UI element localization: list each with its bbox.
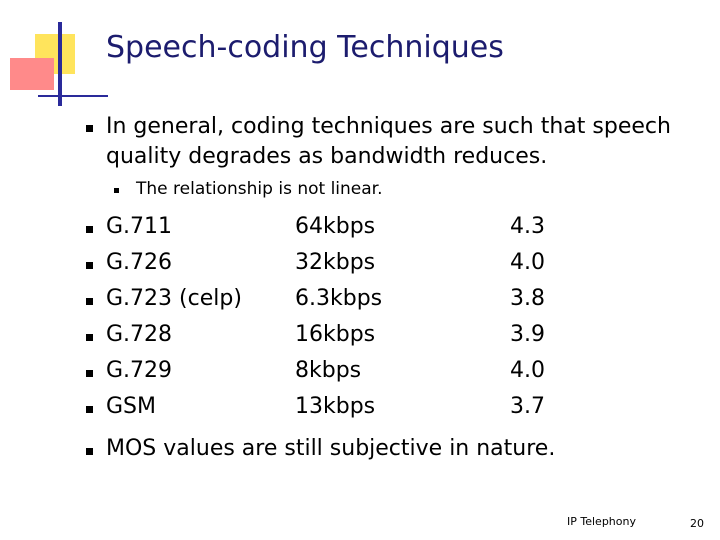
sub-bullet <box>114 188 119 193</box>
bitrate-cell: 6.3kbps <box>295 286 383 311</box>
mos-cell: 3.7 <box>510 394 545 419</box>
codec-cell: GSM <box>106 394 156 419</box>
bitrate-cell: 8kbps <box>295 358 362 383</box>
bitrate-cell: 64kbps <box>295 214 376 239</box>
intro-text: In general, coding techniques are such t… <box>106 114 671 169</box>
slide-title: Speech-coding Techniques <box>106 30 504 65</box>
bitrate-cell: 13kbps <box>295 394 376 419</box>
deco-red <box>10 58 54 90</box>
deco-vline <box>58 22 62 106</box>
deco-hline <box>38 95 108 97</box>
page-number: 20 <box>690 517 704 530</box>
codec-cell: G.728 <box>106 322 173 347</box>
bitrate-cell: 16kbps <box>295 322 376 347</box>
bullet <box>86 226 93 233</box>
bullet <box>86 406 93 413</box>
bullet <box>86 298 93 305</box>
codec-cell: G.711 <box>106 214 173 239</box>
bullet <box>86 262 93 269</box>
mos-cell: 4.0 <box>510 358 545 383</box>
bullet <box>86 370 93 377</box>
mos-cell: 4.3 <box>510 214 545 239</box>
bullet <box>86 448 93 455</box>
bullet <box>86 334 93 341</box>
footer-text: IP Telephony <box>567 515 636 528</box>
codec-cell: G.726 <box>106 250 173 275</box>
sub-text: The relationship is not linear. <box>136 179 383 199</box>
bullet <box>86 125 93 132</box>
mos-cell: 4.0 <box>510 250 545 275</box>
mos-cell: 3.9 <box>510 322 545 347</box>
codec-cell: G.729 <box>106 358 173 383</box>
bitrate-cell: 32kbps <box>295 250 376 275</box>
codec-cell: G.723 (celp) <box>106 286 242 311</box>
closing-text: MOS values are still subjective in natur… <box>106 436 556 461</box>
mos-cell: 3.8 <box>510 286 545 311</box>
